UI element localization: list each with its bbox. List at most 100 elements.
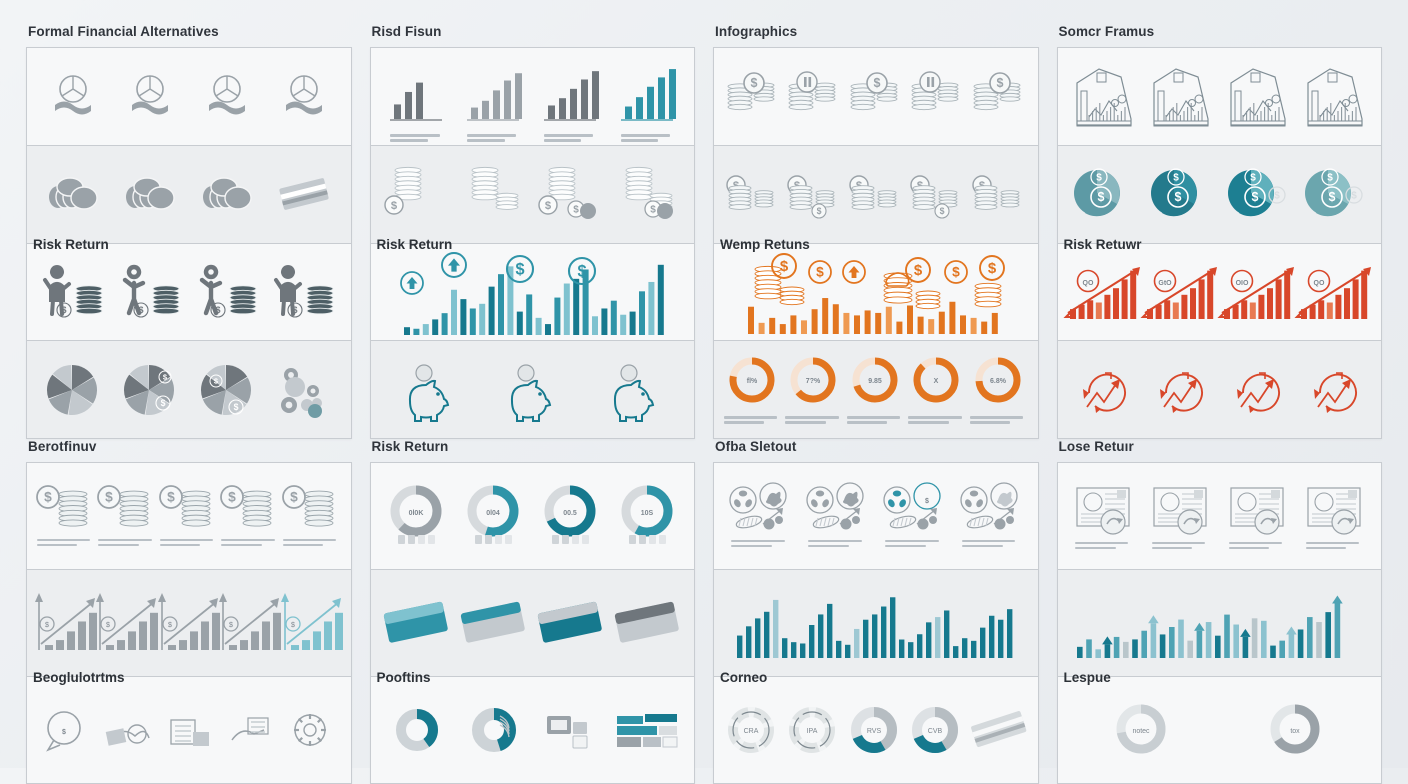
icon-credit-cards[interactable] — [532, 574, 609, 672]
row-donut-card-row[interactable]: CRA IPA RVS CVB — [714, 677, 1038, 783]
icon-person-coins[interactable]: $ — [266, 248, 343, 337]
icon-misc-doc-icons[interactable] — [158, 681, 220, 779]
icon-teal-pie-coin[interactable]: $ $ $ — [1296, 150, 1373, 239]
icon-orange-bar-field[interactable]: $ $ $ $ $ — [722, 248, 1030, 337]
icon-pie-wedges[interactable]: $ $ — [112, 345, 189, 434]
row-misc-doc-icons-row[interactable]: $ — [27, 677, 351, 783]
icon-misc-doc-icons[interactable] — [97, 681, 159, 779]
icon-coin-dollar-cluster[interactable]: $$ — [907, 150, 969, 239]
icon-gear-dollar-captioned[interactable] — [799, 467, 876, 565]
icon-bar-growth-captioned[interactable] — [609, 52, 686, 142]
row-teal-pie-coin-row[interactable]: $ $ $ $ $ $ $ $ $ $ Risk Retuwr — [1057, 145, 1381, 252]
icon-dollar-coin-stack[interactable]: $ — [35, 467, 97, 565]
icon-orange-donuts[interactable]: 6.8% — [968, 345, 1030, 434]
icon-factory-outline[interactable] — [1142, 52, 1219, 141]
icon-donut-monitor-grid[interactable] — [379, 681, 456, 779]
icon-coin-stacks[interactable]: $ $ — [532, 150, 609, 239]
icon-orange-donuts[interactable]: 9.85 — [845, 345, 907, 434]
icon-coin-cluster-card[interactable] — [266, 150, 343, 239]
icon-person-coins[interactable]: $ — [189, 248, 266, 337]
icon-coin-stacks[interactable]: $ — [379, 150, 456, 239]
icon-misc-doc-icons[interactable] — [220, 681, 282, 779]
icon-teal-bar-field[interactable]: $ $ — [379, 248, 687, 337]
icon-coin-stacks[interactable]: $ — [609, 150, 686, 239]
icon-bank-dome[interactable] — [112, 52, 189, 141]
row-dollar-coin-stack-row[interactable]: $ $ $ $ $ — [27, 463, 351, 570]
icon-document-badge[interactable] — [1142, 467, 1219, 565]
icon-donut-card-mixed[interactable]: CVB — [907, 681, 969, 779]
row-coin-dollar-row[interactable]: $$$$$$$Wemp Retuns — [714, 145, 1038, 252]
row-donut-row[interactable]: 0l0K 0l04 00.5 10S — [370, 463, 694, 570]
icon-document-badge[interactable] — [1066, 467, 1143, 565]
icon-person-coins[interactable]: $ — [35, 248, 112, 337]
icon-piggy-banks[interactable] — [481, 345, 584, 434]
icon-pie-wedges[interactable] — [266, 345, 343, 434]
icon-pie-wedges[interactable]: $ $ — [189, 345, 266, 434]
row-pie-chart-row[interactable]: $ $ $ $ — [27, 341, 351, 438]
icon-orange-donuts[interactable]: 7?% — [784, 345, 846, 434]
row-arrow-bar-histogram-row[interactable]: Lespue — [1057, 570, 1381, 685]
row-bar-growth-row[interactable] — [370, 48, 694, 146]
icon-dollar-coin-stack[interactable]: $ — [281, 467, 343, 565]
icon-donut-labeled[interactable]: 0l0K — [379, 467, 456, 565]
icon-credit-cards[interactable] — [379, 574, 456, 672]
row-gray-donut-pair-row[interactable]: notec tox — [1057, 677, 1381, 783]
icon-red-cycle-arrow[interactable] — [1066, 345, 1143, 434]
icon-arrow-bar-growth[interactable]: $ — [219, 574, 282, 672]
row-people-coins-row[interactable]: $ $ $ $ — [27, 243, 351, 342]
icon-teal-histogram[interactable] — [722, 574, 1030, 672]
row-gear-dollar-captioned-row[interactable]: $ — [714, 463, 1038, 570]
icon-misc-doc-icons[interactable]: $ — [35, 681, 97, 779]
icon-misc-doc-icons[interactable] — [281, 681, 343, 779]
icon-coin-badge-cluster[interactable]: $ — [845, 52, 907, 141]
icon-arrow-bar-growth[interactable]: $ — [157, 574, 220, 672]
icon-teal-pie-coin[interactable]: $ $ — [1066, 150, 1143, 239]
icon-red-cycle-arrow[interactable] — [1296, 345, 1373, 434]
icon-donut-card-mixed[interactable]: RVS — [845, 681, 907, 779]
icon-red-growth-arrow[interactable]: QO — [1294, 248, 1373, 337]
icon-dollar-coin-stack[interactable]: $ — [158, 467, 220, 565]
icon-red-growth-arrow[interactable]: OIO — [1217, 248, 1296, 337]
icon-donut-labeled[interactable]: 10S — [609, 467, 686, 565]
icon-coin-badge-cluster[interactable] — [784, 52, 846, 141]
icon-bar-growth-captioned[interactable] — [532, 52, 609, 142]
icon-bar-growth-captioned[interactable] — [455, 52, 532, 142]
row-orange-donut-row[interactable]: fl% 7?% 9.85 X 6.8% — [714, 341, 1038, 438]
icon-orange-donuts[interactable]: X — [907, 345, 969, 434]
icon-donut-monitor-grid[interactable] — [609, 681, 686, 779]
icon-donut-card-mixed[interactable] — [968, 681, 1030, 779]
icon-gray-donut-pair[interactable]: notec — [1066, 681, 1220, 779]
icon-donut-monitor-grid[interactable] — [532, 681, 609, 779]
row-red-cycle-row[interactable] — [1057, 341, 1381, 438]
icon-pie-wedges[interactable] — [35, 345, 112, 434]
icon-arrow-bar-growth[interactable]: $ — [96, 574, 159, 672]
icon-donut-monitor-grid[interactable] — [455, 681, 532, 779]
row-red-growth-row[interactable]: QO GtO OIO QO — [1057, 243, 1381, 342]
row-arrow-bar-growth-row[interactable]: $ $ $ $ $ Beoglulotrtms — [27, 570, 351, 685]
row-document-badge-row[interactable] — [1057, 463, 1381, 570]
icon-bank-dome[interactable] — [35, 52, 112, 141]
icon-gear-dollar-captioned[interactable] — [722, 467, 799, 565]
icon-factory-outline[interactable] — [1296, 52, 1373, 141]
icon-arrow-bar-growth[interactable]: $ — [34, 574, 97, 672]
icon-dollar-coin-stack[interactable]: $ — [220, 467, 282, 565]
icon-red-growth-arrow[interactable]: GtO — [1140, 248, 1219, 337]
icon-bank-dome[interactable] — [266, 52, 343, 141]
row-factory-outline-row[interactable] — [1057, 48, 1381, 146]
icon-donut-card-mixed[interactable]: IPA — [784, 681, 846, 779]
icon-coin-dollar-cluster[interactable]: $ — [968, 150, 1030, 239]
icon-document-badge[interactable] — [1219, 467, 1296, 565]
icon-bar-growth-captioned[interactable] — [379, 52, 456, 142]
icon-gear-dollar-captioned[interactable] — [953, 467, 1030, 565]
row-coin-cloud-row[interactable]: Risk Return — [27, 145, 351, 252]
row-orange-bar-field-row[interactable]: $ $ $ $ $ — [714, 243, 1038, 342]
row-credit-cards-row[interactable]: Pooftins — [370, 570, 694, 685]
row-teal-histogram-row[interactable]: Corneo — [714, 570, 1038, 685]
row-teal-bar-field-row[interactable]: $ $ — [370, 243, 694, 342]
icon-red-cycle-arrow[interactable] — [1142, 345, 1219, 434]
icon-coin-dollar-cluster[interactable]: $$ — [784, 150, 846, 239]
icon-bank-dome[interactable] — [189, 52, 266, 141]
icon-donut-labeled[interactable]: 0l04 — [455, 467, 532, 565]
icon-coin-stacks[interactable] — [455, 150, 532, 239]
icon-red-cycle-arrow[interactable] — [1219, 345, 1296, 434]
